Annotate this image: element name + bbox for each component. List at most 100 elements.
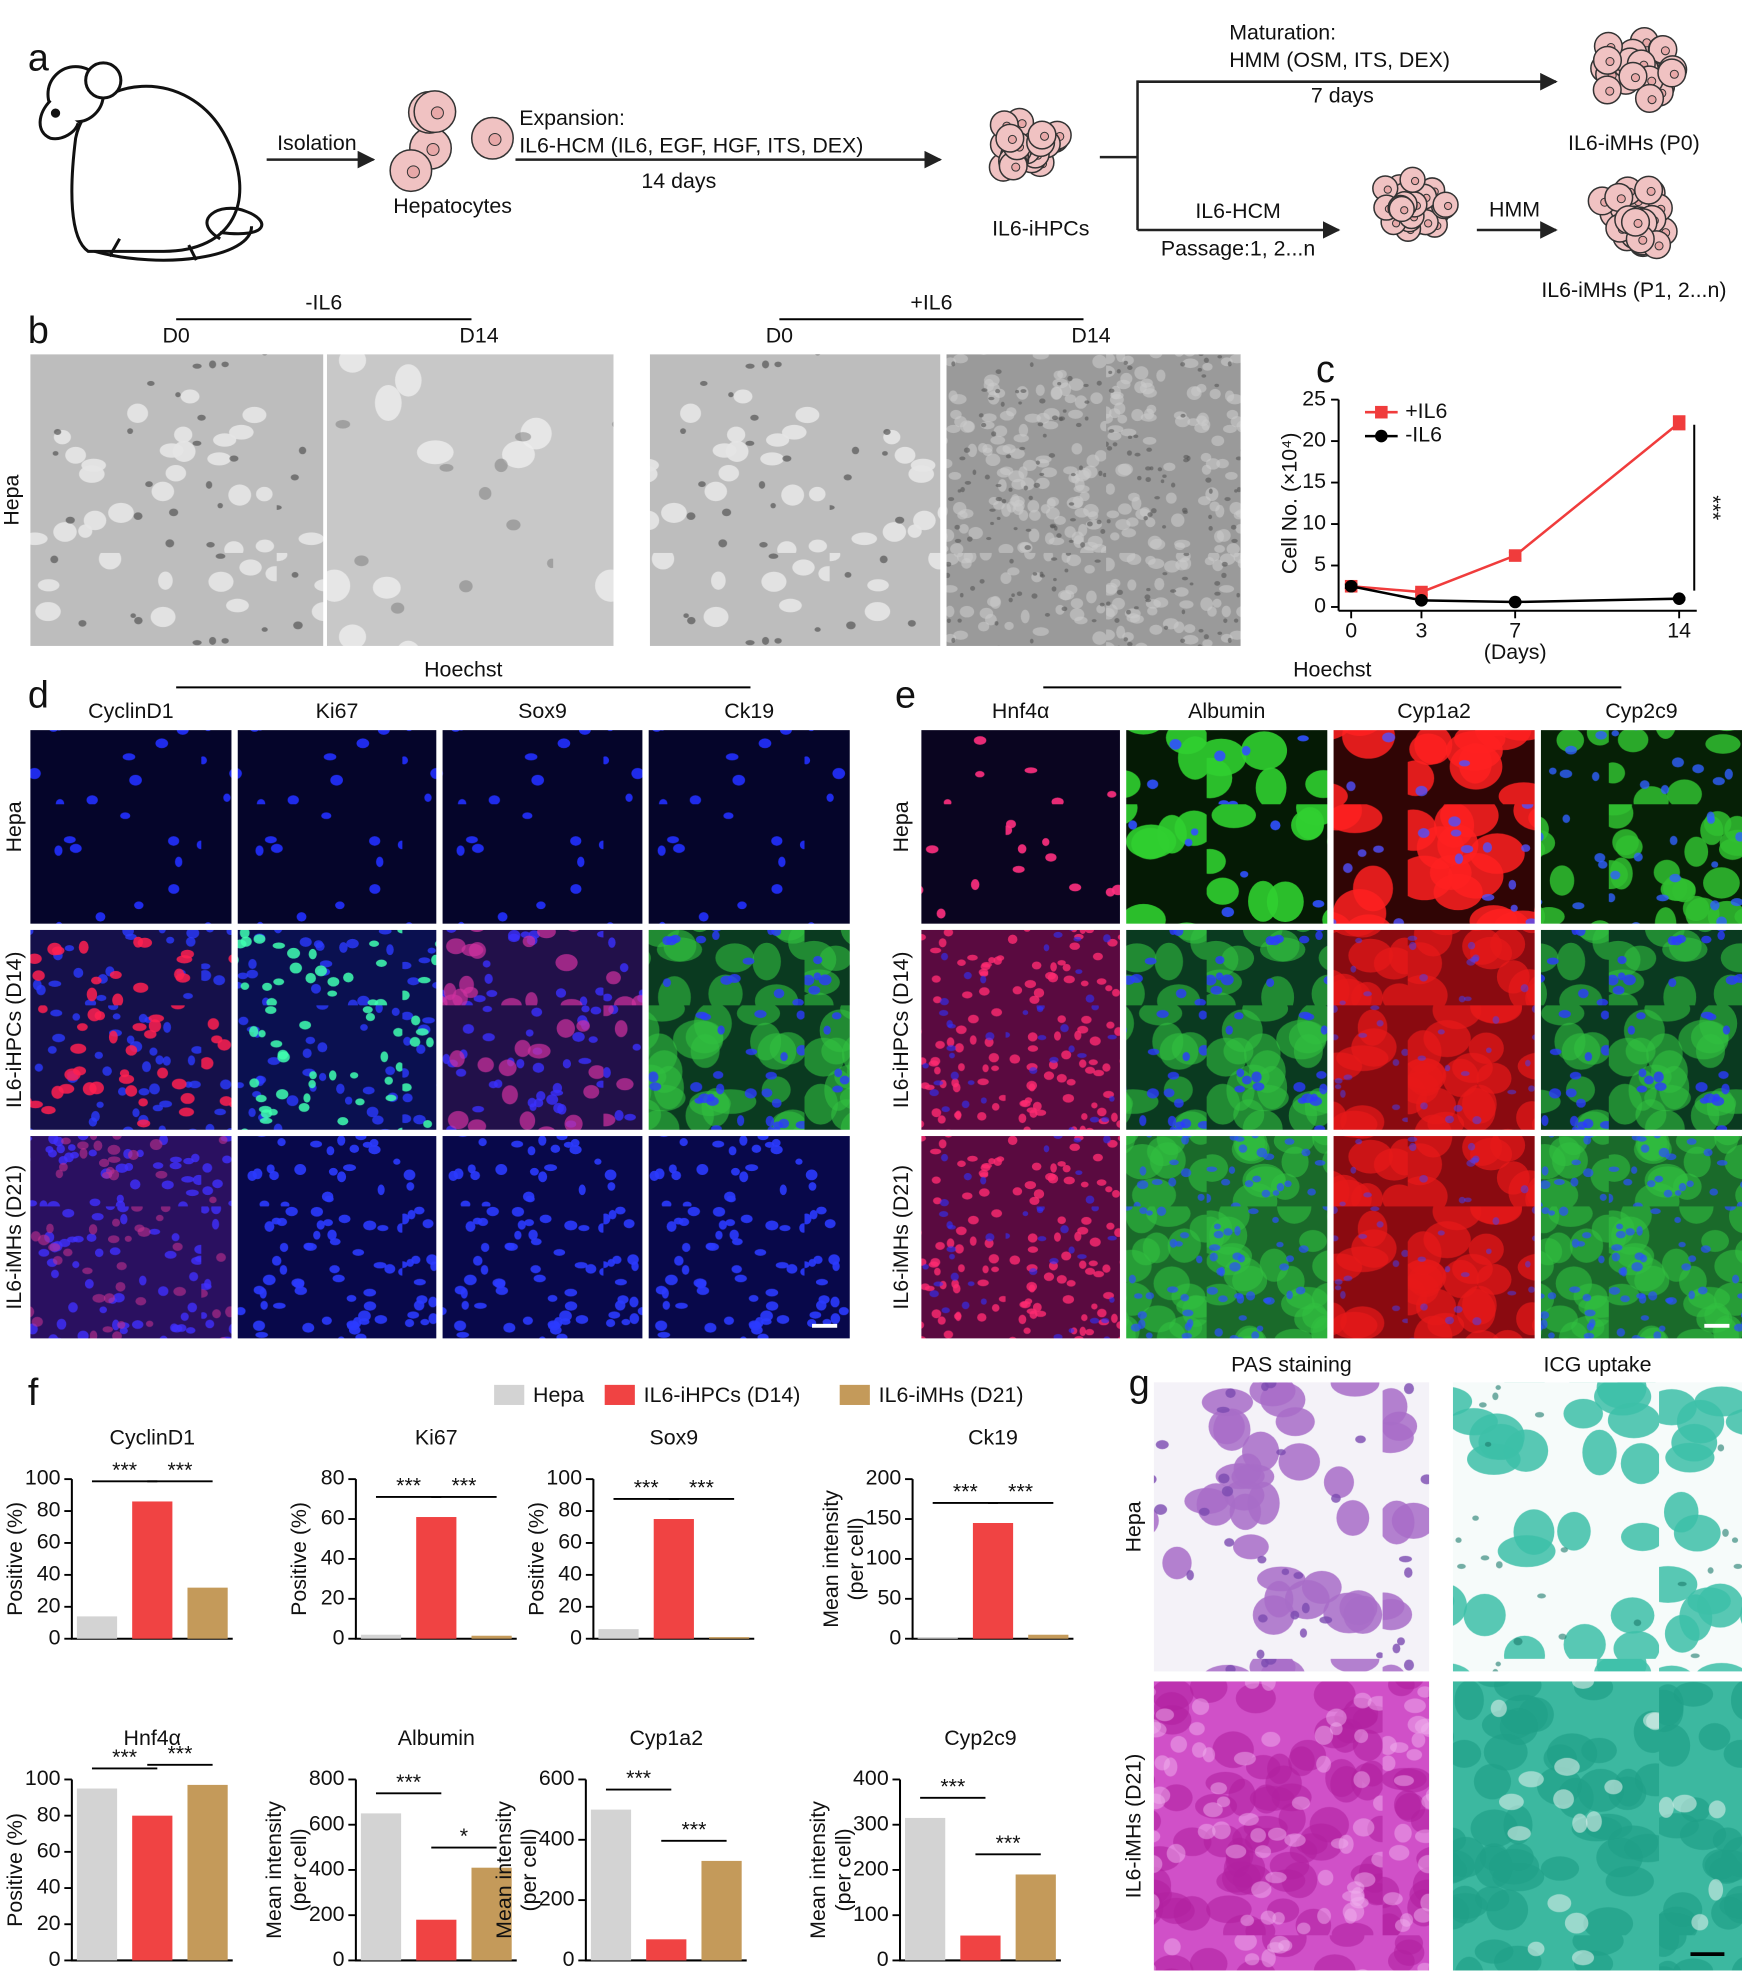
group-label: -IL6 — [305, 291, 342, 315]
bar — [132, 1815, 173, 1961]
significance-label: *** — [940, 1774, 965, 1798]
significance-label: *** — [112, 1458, 137, 1482]
y-axis-label: Positive (%) — [525, 1502, 549, 1616]
y-tick-label: 0 — [570, 1625, 582, 1649]
nucleus — [1633, 218, 1643, 228]
nucleus — [406, 165, 420, 179]
y-axis-label: Mean intensity — [806, 1801, 830, 1939]
micrograph — [921, 929, 1120, 1130]
y-tick-label: 100 — [25, 1766, 61, 1790]
significance-label: *** — [681, 1817, 706, 1841]
micrograph — [1540, 1136, 1742, 1339]
row-label: IL6-iMHs (D21) — [2, 1165, 26, 1310]
bar — [653, 1519, 694, 1639]
micrograph — [442, 730, 643, 924]
y-axis-label: Positive (%) — [3, 1502, 27, 1616]
legend-marker — [1375, 429, 1388, 443]
nucleus — [1011, 162, 1021, 172]
significance-label: * — [460, 1824, 468, 1848]
channel-label: Cyp2c9 — [1605, 699, 1677, 723]
y-tick-label: 50 — [878, 1585, 902, 1609]
day-label: D14 — [1071, 323, 1110, 347]
nucleus — [1424, 219, 1433, 228]
micrograph — [237, 730, 437, 924]
micrograph — [30, 929, 232, 1130]
channel-label: Cyp1a2 — [1397, 699, 1471, 723]
significance-label: *** — [167, 1458, 192, 1482]
cell-cluster — [389, 90, 514, 193]
legend-swatch — [494, 1384, 525, 1405]
micrograph — [648, 730, 850, 924]
significance-label: *** — [112, 1745, 137, 1769]
day-label: D0 — [163, 323, 190, 347]
y-tick-label: 200 — [866, 1466, 902, 1490]
marker — [1508, 549, 1522, 562]
micrograph — [237, 929, 437, 1130]
micrograph — [1333, 730, 1535, 924]
nucleus — [1654, 241, 1664, 251]
y-tick-label: 600 — [309, 1811, 345, 1835]
y-axis-label: Mean intensity — [819, 1490, 843, 1628]
legend-swatch — [839, 1384, 870, 1405]
diagram-label: Expansion: — [519, 106, 625, 130]
diagram-label: IL6-iMHs (P1, 2...n) — [1541, 278, 1726, 302]
bar — [360, 1813, 402, 1961]
y-tick-label: 0 — [49, 1947, 61, 1971]
diagram-label: IL6-iMHs (P0) — [1568, 131, 1700, 155]
y-axis-label: Cell No. (×10⁴) — [1277, 433, 1301, 575]
significance-label: *** — [1008, 1479, 1033, 1503]
micrograph — [1126, 730, 1328, 924]
y-tick-label: 80 — [37, 1802, 61, 1826]
micrograph — [1153, 1382, 1430, 1672]
bar — [1028, 1634, 1069, 1639]
panel-label: e — [895, 673, 916, 715]
legend-label: +IL6 — [1405, 399, 1447, 423]
nucleus — [1616, 194, 1626, 204]
micrograph — [1452, 1382, 1742, 1672]
y-tick-label: 20 — [558, 1593, 582, 1617]
marker — [1508, 595, 1522, 609]
nucleus — [1638, 235, 1648, 245]
bar — [360, 1634, 402, 1639]
y-tick-label: 80 — [558, 1498, 582, 1522]
cell-cluster — [1590, 26, 1688, 113]
y-tick-label: 400 — [539, 1826, 575, 1850]
nucleus — [1646, 186, 1656, 196]
significance-label: *** — [167, 1741, 192, 1765]
micrograph — [1126, 929, 1328, 1130]
row-label: Hepa — [0, 475, 23, 526]
chart-title: Ki67 — [415, 1426, 458, 1450]
nucleus — [430, 106, 444, 120]
diagram-label: 7 days — [1311, 83, 1374, 107]
marker — [1672, 592, 1686, 605]
row-label: IL6-iMHs (D21) — [889, 1165, 913, 1310]
y-tick-label: 200 — [539, 1887, 575, 1911]
channel-label: Sox9 — [518, 699, 567, 723]
micrograph — [1452, 1681, 1742, 1971]
day-label: D14 — [459, 323, 498, 347]
cell-cluster — [1587, 175, 1678, 260]
row-label: IL6-iMHs (D21) — [1122, 1754, 1146, 1899]
y-tick-label: 80 — [37, 1498, 61, 1522]
y-tick-label: 20 — [37, 1911, 61, 1935]
micrograph — [1333, 929, 1535, 1130]
diagram-label: HMM (OSM, ITS, DEX) — [1229, 48, 1450, 72]
diagram-label: 14 days — [641, 169, 716, 193]
micrograph — [921, 1136, 1120, 1339]
y-tick-label: 0 — [877, 1947, 889, 1971]
significance-label: *** — [1701, 495, 1725, 520]
legend-label: Hepa — [533, 1383, 584, 1407]
nucleus — [1605, 86, 1615, 96]
chart-title: Hnf4α — [124, 1726, 181, 1750]
panel-label: c — [1316, 348, 1335, 390]
mouse-icon — [38, 61, 264, 262]
y-tick-label: 40 — [321, 1546, 345, 1570]
micrograph — [1540, 929, 1742, 1130]
bar — [416, 1919, 457, 1961]
significance-label: *** — [626, 1766, 651, 1790]
y-tick-label: 100 — [866, 1546, 902, 1570]
bar — [905, 1817, 946, 1961]
nucleus — [1017, 119, 1027, 129]
